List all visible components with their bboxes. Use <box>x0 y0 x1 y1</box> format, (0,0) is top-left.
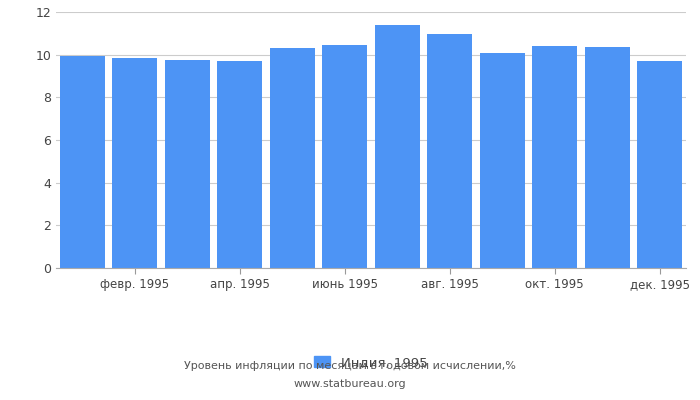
Bar <box>375 25 419 268</box>
Text: Уровень инфляции по месяцам в годовом исчислении,%: Уровень инфляции по месяцам в годовом ис… <box>184 361 516 371</box>
Bar <box>270 48 314 268</box>
Bar <box>585 47 629 268</box>
Bar <box>428 34 472 268</box>
Bar <box>323 45 367 268</box>
Legend: Индия, 1995: Индия, 1995 <box>314 356 428 369</box>
Bar <box>638 61 682 268</box>
Bar <box>533 46 577 268</box>
Text: www.statbureau.org: www.statbureau.org <box>294 379 406 389</box>
Bar <box>165 60 209 268</box>
Bar <box>480 52 524 268</box>
Bar <box>113 58 157 268</box>
Bar <box>60 56 104 268</box>
Bar <box>218 61 262 268</box>
